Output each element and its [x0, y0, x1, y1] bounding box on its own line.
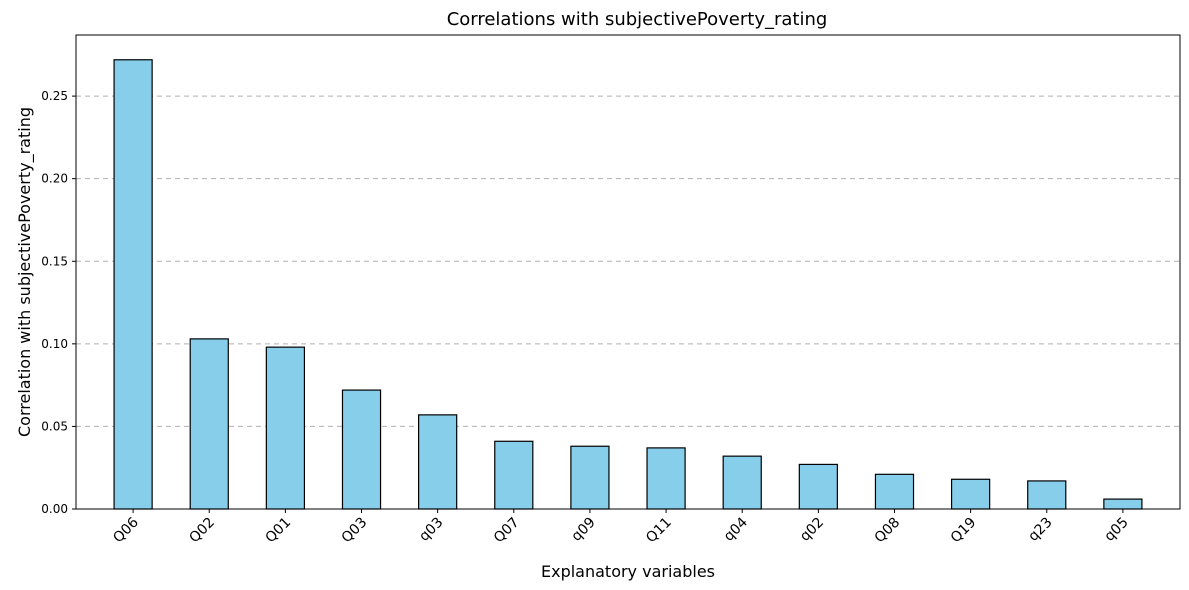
- bar-q05: [1103, 498, 1143, 510]
- x-axis-ticks: Q06 Q02 Q01 Q03 q03 Q07 q09 Q11 q04 q02 Q08 Q19 q23 q…: [110, 509, 1132, 546]
- bar-Q06: [113, 59, 153, 510]
- bar-Q01: [265, 346, 306, 510]
- y-tick-label: 0.25: [41, 89, 68, 103]
- y-tick-label: 0.10: [41, 337, 68, 351]
- bar-Q19: [950, 478, 991, 510]
- y-tick-label: 0.05: [41, 419, 68, 433]
- y-axis-label: Correlation with subjectivePoverty_ratin…: [15, 107, 35, 437]
- bar-Q08: [874, 473, 915, 510]
- bar-q03: [418, 414, 458, 510]
- bar-Q07: [494, 440, 534, 510]
- plot-frame: [75, 34, 1181, 510]
- bar-q04: [722, 455, 762, 510]
- bar-q02: [798, 463, 838, 510]
- grid-lines: [76, 95, 1180, 427]
- bars: [113, 59, 1143, 510]
- x-tick-label: q03: [416, 515, 446, 545]
- y-tick-label: 0.00: [41, 502, 68, 516]
- x-tick-label: Q11: [643, 515, 675, 547]
- x-tick-label: Q01: [262, 515, 294, 547]
- x-tick-label: q05: [1102, 515, 1132, 545]
- x-tick-label: q04: [721, 514, 751, 544]
- y-axis-ticks: 0.00 0.05 0.10 0.15 0.20 0.25: [41, 89, 76, 516]
- x-axis-label: Explanatory variables: [541, 562, 715, 581]
- x-tick-label: Q08: [872, 515, 904, 547]
- bar-Q11: [646, 447, 686, 510]
- x-tick-label: q02: [797, 515, 827, 545]
- bar-Q02: [189, 338, 229, 510]
- bar-Q03: [341, 389, 382, 510]
- x-tick-label: Q03: [339, 515, 371, 547]
- y-tick-label: 0.15: [41, 254, 68, 268]
- x-tick-label: q23: [1025, 515, 1055, 545]
- x-tick-label: Q02: [186, 515, 218, 547]
- x-tick-label: Q07: [491, 515, 523, 547]
- y-tick-label: 0.20: [41, 172, 68, 186]
- bar-q09: [570, 445, 610, 510]
- x-tick-label: Q06: [110, 514, 142, 546]
- bar-q23: [1027, 480, 1067, 510]
- x-tick-label: Q19: [948, 515, 980, 547]
- x-tick-label: q09: [569, 515, 599, 545]
- chart-title: Correlations with subjectivePoverty_rati…: [447, 9, 828, 30]
